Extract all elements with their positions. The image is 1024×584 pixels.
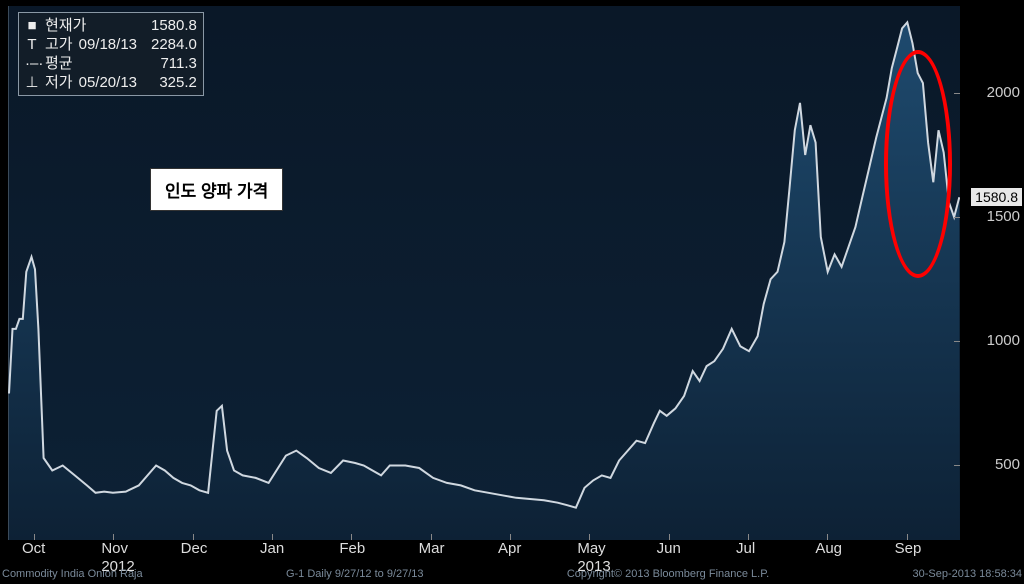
x-tick-label: Aug: [815, 540, 842, 557]
x-tick-label: May: [577, 540, 605, 557]
chart-annotation-label: 인도 양파 가격: [150, 168, 283, 211]
legend-label: 현재가: [45, 16, 86, 35]
legend-row: ·–· 평균 711.3: [25, 54, 197, 73]
legend-row: ■ 현재가 1580.8: [25, 16, 197, 35]
chart-footer: Commodity India Onion Raja G-1 Daily 9/2…: [2, 568, 1022, 582]
current-price-tag: 1580.8: [971, 188, 1022, 206]
footer-center: G-1 Daily 9/27/12 to 9/27/13: [286, 568, 424, 582]
legend-value: 1580.8: [143, 16, 197, 35]
legend-symbol: ■: [25, 16, 39, 35]
highlight-ellipse: [884, 50, 952, 278]
x-tick-label: Jan: [260, 540, 284, 557]
legend-box: ■ 현재가 1580.8 T 고가 09/18/13 2284.0 ·–· 평균 711.3 ⊥ 저…: [18, 12, 204, 96]
legend-symbol: T: [25, 35, 39, 54]
y-tick-label: 1000: [987, 332, 1020, 349]
y-axis: 500 1000 1500 2000: [960, 6, 1024, 540]
legend-label: 고가: [45, 35, 73, 54]
y-tick-label: 2000: [987, 84, 1020, 101]
legend-symbol: ·–·: [25, 54, 39, 73]
footer-right-a: Copyright© 2013 Bloomberg Finance L.P.: [567, 568, 769, 582]
footer-right-b: 30-Sep-2013 18:58:34: [913, 568, 1022, 582]
legend-value: 711.3: [152, 54, 196, 73]
legend-row: ⊥ 저가 05/20/13 325.2: [25, 73, 197, 92]
y-tick-label: 500: [995, 456, 1020, 473]
x-tick-label: Dec: [181, 540, 208, 557]
x-tick-label: Feb: [339, 540, 365, 557]
footer-left: Commodity India Onion Raja: [2, 568, 143, 582]
x-tick-label: Sep: [895, 540, 922, 557]
x-tick-label: Nov: [101, 540, 128, 557]
x-tick-label: Jun: [657, 540, 681, 557]
legend-date: 09/18/13: [79, 35, 137, 54]
legend-label: 저가: [45, 73, 73, 92]
chart-container: 500 1000 1500 2000 Oct Nov Dec Jan Feb Mar Apr May…: [0, 0, 1024, 584]
x-tick-label: Oct: [22, 540, 45, 557]
legend-row: T 고가 09/18/13 2284.0: [25, 35, 197, 54]
legend-label: 평균: [45, 54, 73, 73]
legend-date: 05/20/13: [79, 73, 137, 92]
x-axis: OctNovDecJanFebMarAprMayJunJulAugSep2012…: [8, 540, 960, 558]
legend-symbol: ⊥: [25, 73, 39, 92]
x-tick-label: Mar: [419, 540, 445, 557]
legend-value: 325.2: [151, 73, 197, 92]
y-tick-label: 1500: [987, 208, 1020, 225]
x-tick-label: Jul: [736, 540, 755, 557]
x-tick-label: Apr: [498, 540, 521, 557]
legend-value: 2284.0: [143, 35, 197, 54]
